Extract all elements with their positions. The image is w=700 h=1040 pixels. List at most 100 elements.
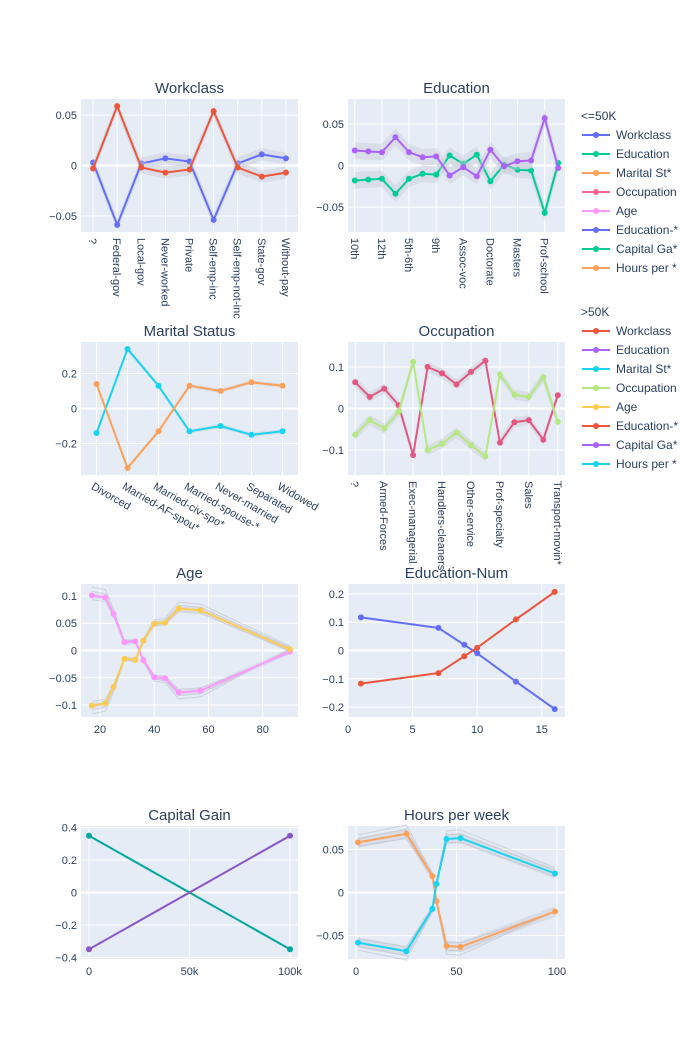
legend-item: Marital St* (582, 362, 672, 376)
series-line (360, 616, 556, 710)
legend-item: Occupation (582, 185, 677, 199)
y-tick-label: 0 (71, 404, 77, 416)
plot-title: Education-Num (405, 565, 508, 582)
y-tick-label: −0.2 (55, 920, 77, 932)
data-point (446, 172, 453, 179)
x-tick-label: 12th (375, 238, 387, 259)
legend-marker (593, 461, 599, 467)
data-point (162, 619, 169, 626)
x-tick-label: Prof-school (538, 238, 550, 294)
data-point (419, 170, 426, 177)
series-2 (88, 601, 293, 715)
data-point (124, 346, 131, 352)
data-point (392, 134, 399, 141)
data-point (392, 190, 399, 197)
x-tick-label: Private (183, 238, 195, 272)
legend-marker (593, 366, 599, 372)
data-point (102, 594, 109, 601)
data-point (487, 178, 494, 185)
series-line (88, 834, 291, 951)
subplot-1: −0.05 0 0.05? Federal-gov Local-gov Never-wor… (49, 80, 298, 319)
data-point (175, 605, 182, 612)
data-point (541, 115, 548, 122)
y-tick-label: 0 (71, 161, 77, 173)
legend-label: Age (616, 400, 638, 414)
legend-marker (593, 151, 599, 157)
subplot-4: −0.1 0 0.1? Armed-Forces Exec-managerial Hand… (322, 323, 565, 571)
data-point (365, 176, 372, 183)
data-point (443, 943, 450, 949)
x-tick-label: Prof-specialty (493, 481, 505, 548)
data-point (352, 379, 359, 386)
data-point (114, 103, 121, 110)
data-point (355, 839, 361, 846)
y-tick-label: 0 (71, 646, 77, 658)
plot-title: Age (176, 565, 203, 582)
data-point (435, 624, 442, 631)
data-point (86, 832, 92, 839)
data-point (410, 452, 417, 459)
data-point (551, 588, 558, 595)
plot-title: Hours per week (404, 807, 510, 824)
y-tick-label: −0.05 (49, 673, 77, 685)
data-point (186, 428, 193, 435)
series-line (354, 153, 560, 217)
series-1 (355, 824, 558, 956)
x-tick-label: Federal-gov (110, 238, 122, 297)
x-tick-label: 100k (278, 966, 302, 978)
data-point (528, 157, 535, 164)
x-tick-label: 40 (148, 724, 160, 736)
data-point (132, 656, 139, 663)
x-tick-label: 50k (181, 966, 199, 978)
data-point (210, 216, 217, 223)
data-point (88, 592, 95, 599)
data-point (93, 430, 100, 436)
data-point (365, 148, 372, 155)
legend-marker (593, 132, 599, 138)
data-point (162, 155, 169, 162)
data-point (443, 836, 450, 842)
series-2 (351, 109, 562, 185)
data-point (496, 439, 503, 446)
x-tick-label: Self-emp-not-inc (231, 238, 243, 319)
x-tick-label: 50 (450, 966, 462, 978)
data-point (234, 164, 241, 171)
confidence-band (358, 828, 555, 953)
y-tick-label: 0.2 (62, 369, 77, 381)
gridlines (347, 584, 565, 717)
plot-title: Education (423, 80, 490, 97)
data-point (419, 154, 426, 161)
data-point (540, 374, 547, 381)
y-tick-label: 0 (71, 888, 77, 900)
legend-marker (593, 328, 599, 334)
y-tick-label: −0.4 (55, 952, 77, 964)
data-point (453, 429, 460, 436)
series-2 (86, 832, 293, 953)
legend-item: Occupation (582, 381, 677, 395)
subplot-5: −0.1 −0.05 0 0.05 0.1 20 40 60 80 Age (49, 565, 298, 736)
y-tick-label: 0 (338, 404, 344, 416)
legend-label: Hours per * (616, 457, 677, 471)
data-point (279, 382, 286, 389)
data-point (287, 832, 293, 839)
legend-label: Marital St* (616, 362, 672, 376)
data-point (162, 169, 169, 176)
data-point (155, 382, 162, 389)
data-point (210, 108, 217, 115)
plot-title: Capital Gain (148, 807, 231, 824)
data-point (552, 908, 558, 915)
legend-item: Education-* (582, 223, 678, 237)
legend-marker (593, 423, 599, 429)
data-point (381, 385, 388, 392)
data-point (403, 830, 410, 837)
legend-marker (593, 227, 599, 233)
series-line (354, 114, 560, 178)
y-tick-label: −0.2 (322, 702, 344, 714)
data-point (282, 169, 289, 176)
series-line (360, 591, 556, 685)
data-point (514, 158, 521, 165)
data-point (403, 948, 410, 955)
legend-label: Marital St* (616, 166, 672, 180)
data-point (110, 611, 117, 617)
legend-label: Occupation (616, 381, 677, 395)
